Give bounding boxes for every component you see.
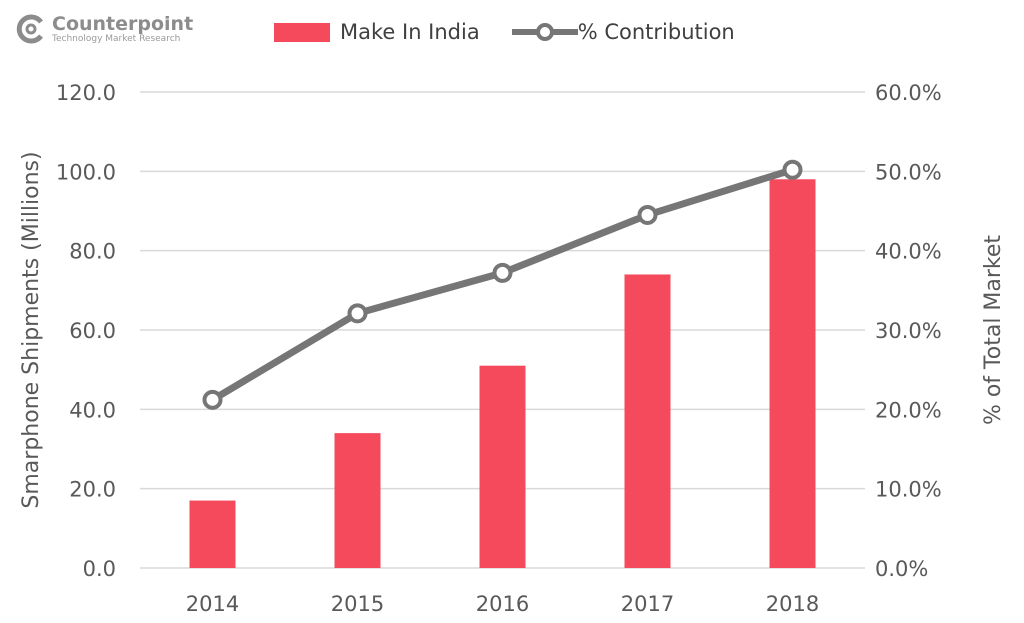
line-point-2014 [202,389,223,410]
y-tick-label: 0.0 [83,557,116,581]
contribution-line [210,166,794,403]
y-tick-label: 100.0 [56,160,116,184]
legend: Make In India % Contribution [274,20,735,44]
y2-tick-label: 50.0% [875,160,942,184]
y-tick-label: 20.0 [69,478,116,502]
x-tick-label: 2016 [476,592,529,616]
bar-2015 [334,433,381,568]
y-tick-label: 120.0 [56,81,116,105]
x-tick-label: 2017 [621,592,674,616]
y2-axis-title: % of Total Market [981,235,1006,425]
legend-line-label: % Contribution [577,20,735,44]
x-tick-label: 2014 [186,592,239,616]
x-tick-label: 2015 [331,592,384,616]
line-point-2018 [782,159,803,180]
legend-line-swatch [511,23,578,41]
y2-tick-label: 60.0% [875,81,942,105]
line-point-2015 [347,303,368,324]
y2-tick-label: 0.0% [875,557,928,581]
y-tick-label: 60.0 [69,319,116,343]
bar-2014 [189,500,236,568]
line-point-2017 [637,204,658,225]
y-tick-label: 40.0 [69,398,116,422]
y2-tick-label: 40.0% [875,240,942,264]
legend-bar-swatch [274,22,330,42]
y2-tick-label: 30.0% [875,319,942,343]
logo-tagline: Technology Market Research [52,33,181,44]
bar-2017 [624,274,671,568]
y2-tick-label: 10.0% [875,478,942,502]
bar-2016 [479,365,526,568]
y-tick-label: 80.0 [69,240,116,264]
logo-icon [16,14,44,44]
x-tick-label: 2018 [766,592,819,616]
y-axis-title: Smarphone Shipments (Millions) [19,151,44,508]
counterpoint-logo: Counterpoint Technology Market Research [14,12,193,46]
bar-2018 [769,179,816,568]
legend-bar-label: Make In India [340,20,480,44]
y2-tick-label: 20.0% [875,398,942,422]
logo-name: Counterpoint [52,12,194,35]
line-point-2016 [492,262,513,283]
